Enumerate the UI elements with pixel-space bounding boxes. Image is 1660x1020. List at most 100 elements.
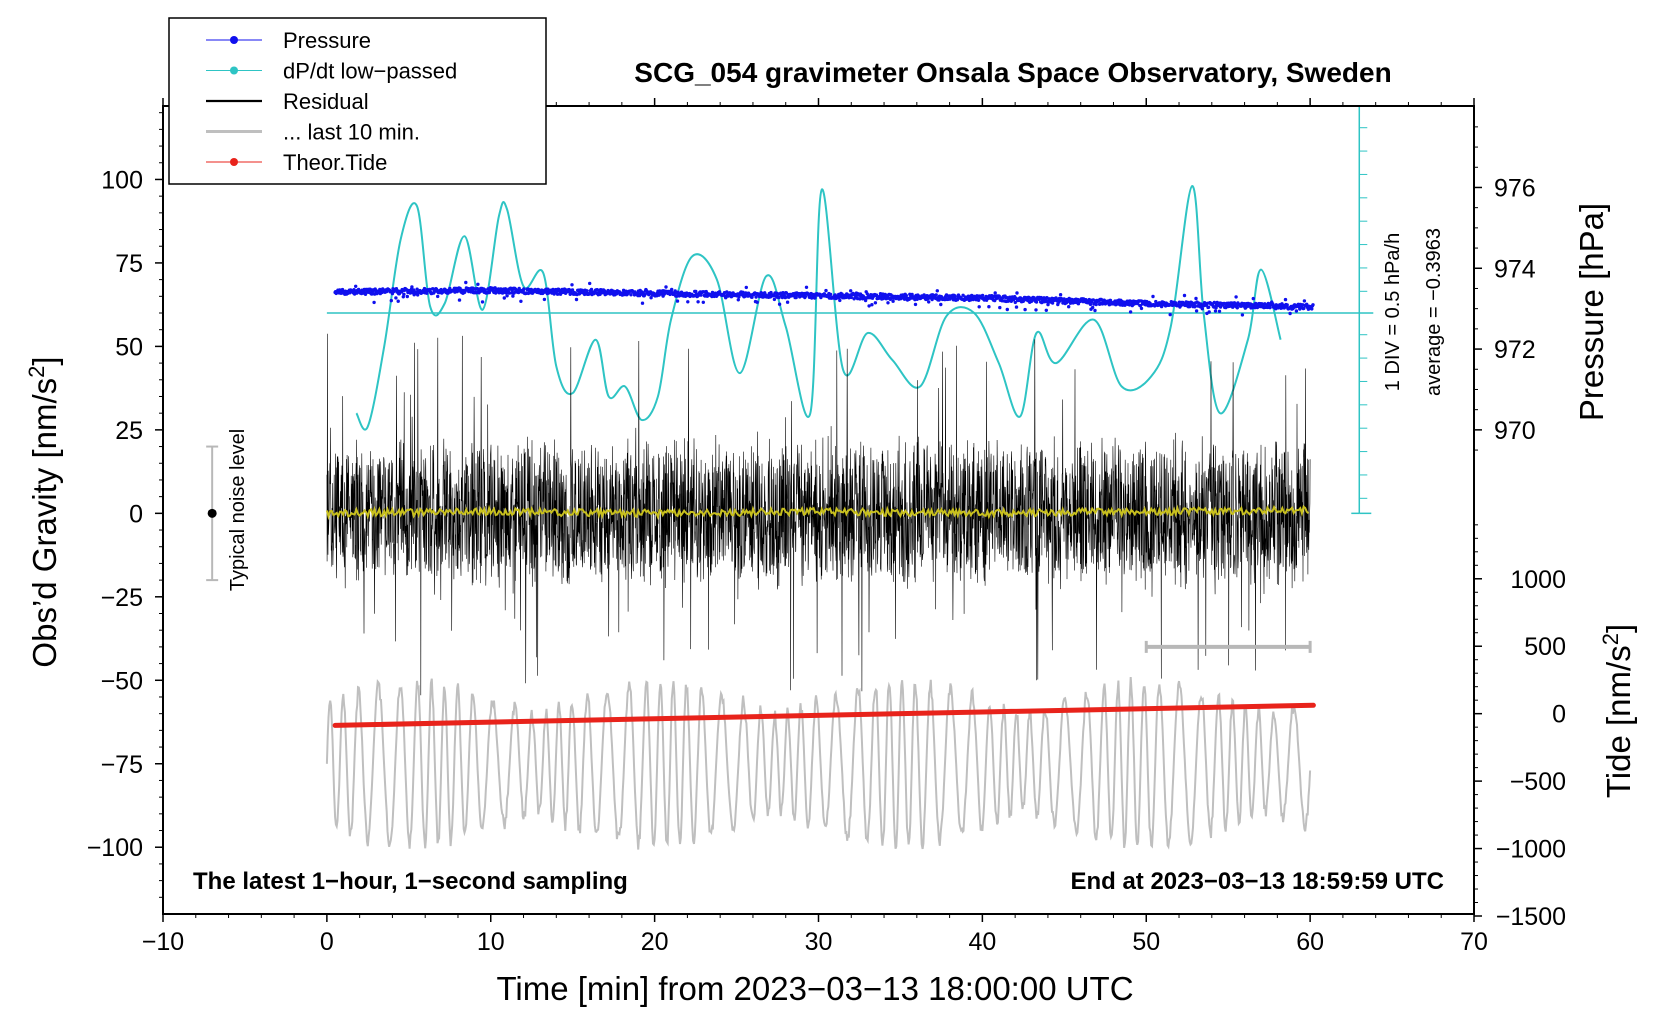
- residual-series: [326, 333, 1311, 696]
- chart-title: SCG_054 gravimeter Onsala Space Observat…: [634, 57, 1391, 88]
- y-tick-label: −50: [101, 667, 143, 695]
- pressure-point: [394, 296, 398, 300]
- tide-series: [332, 702, 1316, 728]
- x-tick-label: 0: [320, 928, 334, 956]
- legend-label: Residual: [283, 89, 369, 114]
- pressure-point: [664, 285, 668, 289]
- pressure-point: [867, 304, 871, 308]
- pressure-point: [874, 293, 879, 297]
- plot-area: [206, 106, 1374, 850]
- pressure-point: [675, 299, 680, 303]
- pressure-point: [1268, 305, 1272, 310]
- x-tick-label: 50: [1132, 928, 1160, 956]
- pressure-point: [997, 294, 1001, 298]
- pressure-point: [1044, 308, 1049, 312]
- tide-line: [332, 702, 1316, 728]
- tide-tick-label: −500: [1510, 768, 1566, 796]
- residual-line: [326, 333, 1311, 696]
- div-scale-label: 1 DIV = 0.5 hPa/h: [1382, 233, 1404, 391]
- pressure-point: [402, 292, 406, 296]
- pressure-point: [585, 289, 589, 293]
- pressure-point: [372, 300, 376, 305]
- tide-tick-label: 500: [1524, 633, 1566, 661]
- pressure-point: [1182, 293, 1187, 298]
- pressure-point: [1034, 308, 1038, 312]
- x-axis-label: Time [min] from 2023−03−13 18:00:00 UTC: [496, 970, 1133, 1007]
- pressure-point: [1015, 291, 1019, 295]
- last-10-min-line: [325, 676, 1312, 850]
- pressure-point: [813, 296, 817, 300]
- pressure-point: [961, 293, 965, 297]
- pressure-point: [505, 294, 509, 298]
- pressure-point: [1212, 300, 1217, 305]
- pressure-point: [873, 301, 878, 305]
- x-axis-ticks: −10 0 10 20 30 40 50 60 70: [142, 98, 1488, 956]
- pressure-point: [1046, 302, 1050, 307]
- pressure-point: [1128, 310, 1133, 314]
- pressure-point: [803, 294, 808, 299]
- pressure-point: [939, 302, 943, 307]
- pressure-point: [1234, 295, 1238, 299]
- y-axis-label-pressure: Pressure [hPa]: [1573, 203, 1610, 421]
- pressure-point: [838, 298, 842, 303]
- pressure-point: [1014, 305, 1019, 309]
- pressure-point: [389, 298, 393, 303]
- pressure-point: [934, 293, 938, 297]
- pressure-point: [998, 305, 1002, 310]
- y-tick-label: −75: [101, 751, 143, 779]
- pressure-point: [522, 287, 526, 291]
- pressure-point: [1285, 303, 1289, 307]
- x-tick-label: 60: [1296, 928, 1324, 956]
- x-tick-label: 70: [1460, 928, 1488, 956]
- tide-tick-label: −1500: [1496, 903, 1566, 931]
- pressure-tick-label: 976: [1494, 174, 1536, 202]
- pressure-point: [980, 293, 985, 298]
- pressure-point: [511, 294, 515, 298]
- average-label: average = −0.3963: [1423, 228, 1445, 396]
- pressure-point: [574, 297, 579, 302]
- tide-tick-label: 0: [1552, 701, 1566, 729]
- pressure-point: [425, 291, 429, 295]
- pressure-point: [1283, 297, 1288, 302]
- y-tick-label: 0: [129, 500, 143, 528]
- pressure-point: [405, 294, 409, 299]
- pressure-point: [701, 300, 705, 304]
- legend-marker: [230, 66, 238, 75]
- y-axis-ticks: 100 75 50 25 0 −25 −50 −75 −100: [87, 112, 163, 898]
- pressure-tick-label: 972: [1494, 336, 1536, 364]
- pressure-point: [396, 299, 400, 303]
- legend-marker: [230, 158, 238, 166]
- pressure-point: [1311, 303, 1315, 307]
- pressure-point: [483, 288, 487, 292]
- pressure-point: [935, 289, 939, 293]
- y-axis-label-tide: Tide [nm/s2]: [1598, 624, 1637, 798]
- pressure-point: [891, 299, 895, 303]
- pressure-point: [487, 290, 492, 295]
- pressure-point: [1288, 311, 1292, 316]
- pressure-point: [824, 288, 828, 293]
- x-tick-label: −10: [142, 928, 184, 956]
- pressure-point: [1207, 310, 1211, 314]
- pressure-point: [570, 283, 574, 287]
- pressure-point: [849, 289, 853, 293]
- pressure-point: [422, 286, 427, 291]
- pressure-point: [1294, 309, 1299, 313]
- residual-smooth-series: [325, 504, 1310, 521]
- pressure-point: [1093, 308, 1097, 313]
- pressure-point: [1094, 302, 1098, 307]
- pressure-point: [777, 302, 782, 306]
- annotation-bottom-right: End at 2023−03−13 18:59:59 UTC: [1070, 868, 1444, 895]
- pressure-point: [1194, 309, 1199, 313]
- pressure-point: [849, 295, 853, 300]
- pressure-point: [570, 288, 575, 292]
- pressure-point: [1193, 305, 1197, 309]
- pressure-point: [1310, 307, 1314, 311]
- pressure-point: [777, 295, 781, 300]
- pressure-point: [772, 297, 777, 302]
- pressure-point: [416, 293, 420, 297]
- pressure-point: [542, 297, 547, 302]
- pressure-point: [1194, 296, 1198, 301]
- pressure-point: [1138, 304, 1143, 308]
- pressure-point: [1034, 300, 1039, 304]
- y-tick-label: −100: [87, 834, 143, 862]
